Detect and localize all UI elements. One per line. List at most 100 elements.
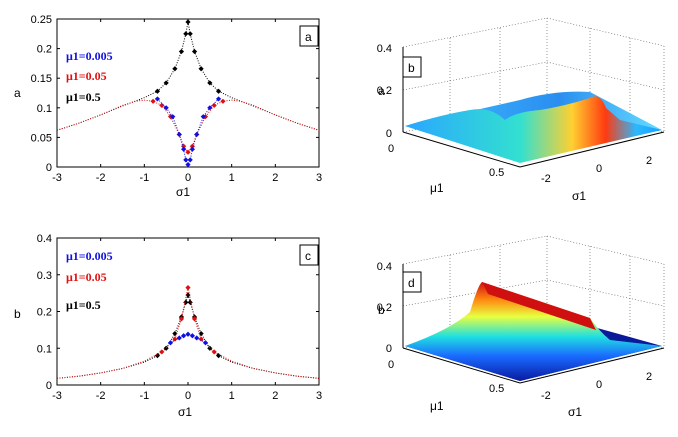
panel-tag-c-box	[299, 244, 319, 266]
xtick-label-c: 1	[229, 390, 235, 402]
xtick-label-c: -3	[52, 390, 62, 402]
panel-a: -3 -2 -1 0 1 2 3 0 0.05 0.1 0.15 0.2 0.25 a μ1=0.005…	[14, 14, 322, 199]
data-point-a-1	[220, 98, 226, 104]
data-point-c-0	[181, 333, 187, 339]
data-point-a-1	[150, 98, 156, 104]
xtick-label-a: -2	[96, 172, 106, 184]
xtick-b-0: 0	[596, 163, 602, 175]
plot-frame-a	[56, 18, 320, 168]
xtick-b-2: 2	[646, 155, 652, 167]
data-point-c-2	[215, 353, 222, 359]
data-point-c-1	[191, 316, 198, 322]
legend-a-1: μ1=0.005	[66, 49, 113, 63]
ytick-label-c: 0.3	[37, 270, 52, 282]
panel-c: -3 -2 -1 0 1 2 3 0 0.1 0.2 0.3 0.4 c μ1=0.005 μ1=0.…	[14, 233, 322, 419]
surface-d	[405, 282, 662, 381]
xlabel-b: σ1	[572, 189, 586, 203]
ytick-d-0.5: 0.5	[489, 383, 504, 395]
data-point-c-1	[159, 349, 165, 355]
ytick-d-0: 0	[388, 359, 394, 371]
panel-d: d 0.4 0.2 0 b 0 0.5 μ1 -2 0 2 σ1	[377, 235, 665, 419]
data-point-c-2	[187, 299, 193, 305]
surface-d-ridge	[482, 282, 596, 330]
zlabel-b: a	[378, 84, 385, 98]
legend-a-2: μ1=0.05	[66, 69, 107, 83]
xaxis-b	[519, 131, 665, 168]
ytick-label-a: 0.15	[31, 73, 52, 85]
data-point-a-0	[163, 105, 169, 111]
ztick-b-0.4: 0.4	[377, 43, 392, 55]
data-point-a-2	[185, 19, 191, 25]
data-point-c-0	[167, 340, 174, 346]
ytick-b-0.5: 0.5	[489, 167, 504, 179]
data-point-a-0	[170, 114, 176, 120]
zlabel-d: b	[378, 303, 385, 317]
xlabel-c: σ1	[178, 405, 192, 419]
data-point-a-2	[215, 88, 222, 94]
data-point-c-2	[198, 330, 204, 337]
data-point-a-0	[185, 162, 191, 168]
data-point-a-2	[198, 66, 204, 72]
data-point-a-2	[183, 31, 189, 37]
ztick-b-0.2: 0.2	[377, 85, 392, 97]
data-marks-c	[56, 285, 320, 379]
data-point-c-1	[211, 349, 217, 355]
xtick-label-c: -2	[96, 390, 106, 402]
data-point-a-0	[181, 146, 187, 152]
ylabel-d: μ1	[430, 399, 444, 413]
ylabel-a: a	[14, 86, 21, 100]
xaxis-d	[519, 347, 665, 384]
ylabel-c: b	[14, 307, 21, 321]
data-point-a-0	[194, 131, 200, 138]
data-point-a-0	[189, 146, 195, 152]
legend-c-3: μ1=0.5	[66, 298, 101, 312]
xtick-label-c: 0	[185, 390, 191, 402]
data-point-a-0	[207, 105, 213, 111]
data-point-a-0	[183, 157, 189, 163]
data-point-a-2	[187, 31, 193, 37]
data-point-a-2	[191, 48, 198, 55]
ytick-label-a: 0.1	[37, 103, 52, 115]
panel-tag-b: b	[408, 61, 415, 75]
panel-tag-d-box	[402, 271, 422, 293]
data-point-c-2	[183, 299, 189, 305]
xtick-label-a: -3	[52, 172, 62, 184]
data-point-a-2	[172, 66, 178, 72]
xtick-label-a: 0	[185, 172, 191, 184]
ytick-b-0: 0	[388, 143, 394, 155]
data-point-c-1	[185, 285, 191, 291]
xlabel-d: σ1	[568, 405, 582, 419]
data-point-c-2	[172, 330, 178, 337]
ytick-label-c: 0	[46, 380, 52, 392]
data-marks-a	[56, 19, 320, 168]
data-point-a-0	[215, 96, 222, 102]
ztick-d-0.4: 0.4	[377, 261, 392, 273]
axis-ticks-c: -3 -2 -1 0 1 2 3 0 0.1 0.2 0.3 0.4	[37, 233, 322, 402]
data-point-a-0	[176, 131, 182, 138]
xtick-label-a: 3	[316, 172, 322, 184]
data-point-a-2	[163, 80, 169, 86]
panel-tag-a-box	[299, 25, 319, 47]
xtick-label-c: -1	[139, 390, 149, 402]
xlabel-a: σ1	[176, 185, 190, 199]
data-point-a-0	[154, 96, 161, 102]
data-point-a-2	[178, 48, 185, 55]
ytick-label-a: 0.2	[37, 44, 52, 56]
surface-b	[405, 96, 662, 163]
xtick-d-0: 0	[596, 379, 602, 391]
legend-a-3: μ1=0.5	[66, 90, 101, 104]
panel-tag-a: a	[305, 30, 312, 44]
data-point-a-2	[207, 80, 213, 86]
ztick-d-0.2: 0.2	[377, 302, 392, 314]
ytick-label-c: 0.4	[37, 233, 52, 245]
legend-c-1: μ1=0.005	[66, 249, 113, 263]
panel-b: b 0.4 0.2 0 a 0 0.5 μ1 -2 0 2 σ1	[377, 17, 665, 203]
panel-tag-b-box	[402, 56, 422, 78]
data-point-c-2	[154, 353, 161, 359]
panel-tag-c: c	[305, 249, 311, 263]
ztick-d-0: 0	[386, 343, 392, 355]
ytick-label-c: 0.2	[37, 307, 52, 319]
data-point-a-0	[200, 114, 206, 120]
ylabel-b: μ1	[430, 181, 444, 195]
